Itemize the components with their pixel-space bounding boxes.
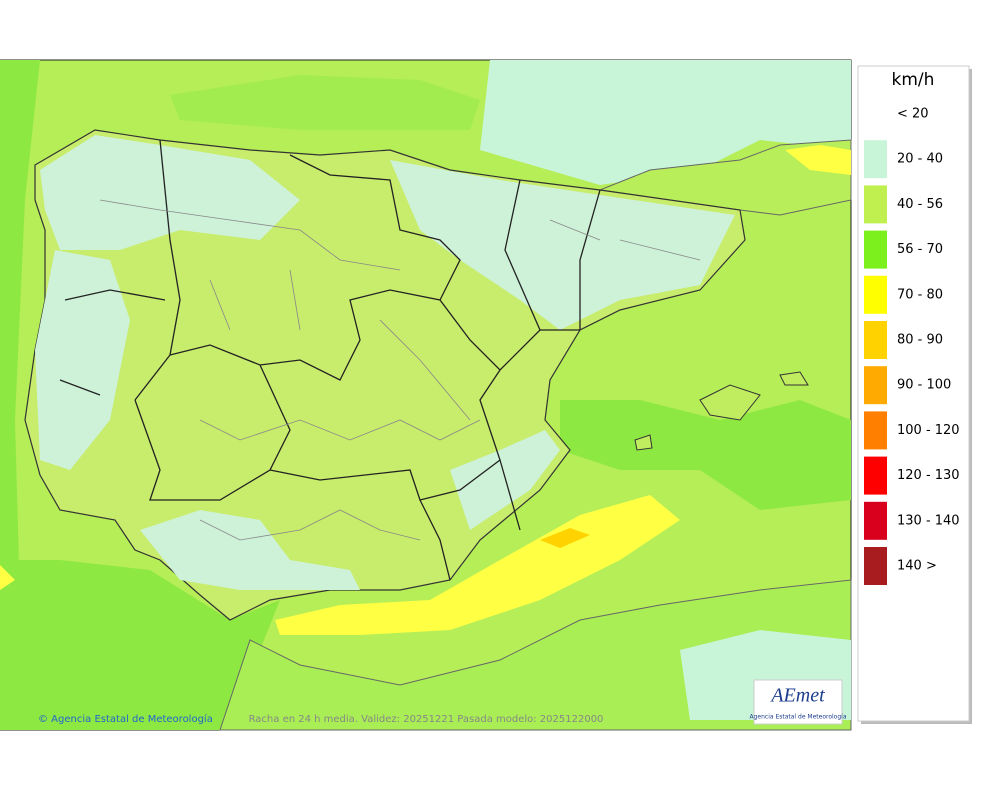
calm-zone bbox=[390, 160, 735, 330]
region-borders bbox=[59, 139, 601, 581]
border bbox=[419, 459, 521, 581]
province-borders bbox=[99, 199, 701, 541]
legend-swatch bbox=[864, 230, 887, 269]
calm-zone bbox=[35, 250, 130, 470]
legend-label: 140 > bbox=[897, 559, 937, 574]
legend-label: 80 - 90 bbox=[897, 333, 943, 348]
border bbox=[134, 354, 291, 501]
border bbox=[579, 189, 601, 330]
caption: Racha en 24 h media. Validez: 20251221 P… bbox=[249, 714, 604, 725]
legend-swatch bbox=[864, 95, 887, 133]
island bbox=[699, 384, 761, 421]
border bbox=[269, 369, 501, 501]
legend-label: 70 - 80 bbox=[897, 287, 943, 302]
logo-subtitle: Agencia Estatal de Meteorología bbox=[750, 714, 847, 721]
legend-label: 90 - 100 bbox=[897, 378, 951, 393]
strong-gust-zone bbox=[785, 145, 851, 175]
credit: © Agencia Estatal de Meteorología bbox=[38, 713, 213, 725]
border bbox=[209, 269, 471, 421]
calm-zone bbox=[450, 430, 560, 530]
legend-label: 40 - 56 bbox=[897, 197, 943, 212]
legend-swatch bbox=[864, 501, 887, 540]
border bbox=[199, 509, 421, 541]
sea-zone bbox=[0, 560, 280, 730]
legend-swatch bbox=[864, 366, 887, 405]
sea-zone bbox=[0, 60, 40, 620]
sea-zone bbox=[560, 400, 851, 510]
legend-title: km/h bbox=[892, 70, 935, 90]
legend-label: < 20 bbox=[897, 107, 929, 122]
border bbox=[504, 179, 541, 331]
sea-zone bbox=[170, 75, 480, 130]
legend: km/h < 20 20 - 40 40 - 56 56 - 70 70 - 80 80 … bbox=[857, 65, 972, 724]
legend-label: 20 - 40 bbox=[897, 152, 943, 167]
calm-zone bbox=[480, 60, 851, 185]
island bbox=[634, 434, 653, 451]
strong-gust-zone bbox=[540, 528, 590, 548]
legend-swatch bbox=[864, 456, 887, 495]
legend-swatch bbox=[864, 185, 887, 224]
map: © Agencia Estatal de Meteorología Racha … bbox=[0, 59, 852, 731]
border bbox=[199, 419, 481, 441]
strong-gust-zone bbox=[275, 495, 680, 635]
legend-swatch bbox=[864, 411, 887, 450]
border bbox=[59, 289, 166, 396]
legend-label: 56 - 70 bbox=[897, 242, 943, 257]
legend-swatch bbox=[864, 547, 887, 585]
legend-label: 120 - 130 bbox=[897, 468, 960, 483]
legend-swatch bbox=[864, 140, 887, 179]
calm-zone bbox=[140, 510, 360, 590]
strong-gust-zone bbox=[0, 565, 15, 590]
france bbox=[598, 139, 852, 216]
calm-zone bbox=[40, 135, 300, 250]
legend-swatch bbox=[864, 321, 887, 359]
border bbox=[549, 219, 701, 261]
border bbox=[159, 139, 580, 381]
island bbox=[779, 371, 809, 386]
border bbox=[99, 199, 401, 271]
legend-swatch bbox=[864, 275, 887, 314]
legend-label: 100 - 120 bbox=[897, 423, 960, 438]
border bbox=[289, 154, 461, 301]
legend-label: 130 - 140 bbox=[897, 513, 960, 528]
logo-name: AEmet bbox=[769, 685, 825, 707]
logo-box bbox=[753, 679, 843, 725]
